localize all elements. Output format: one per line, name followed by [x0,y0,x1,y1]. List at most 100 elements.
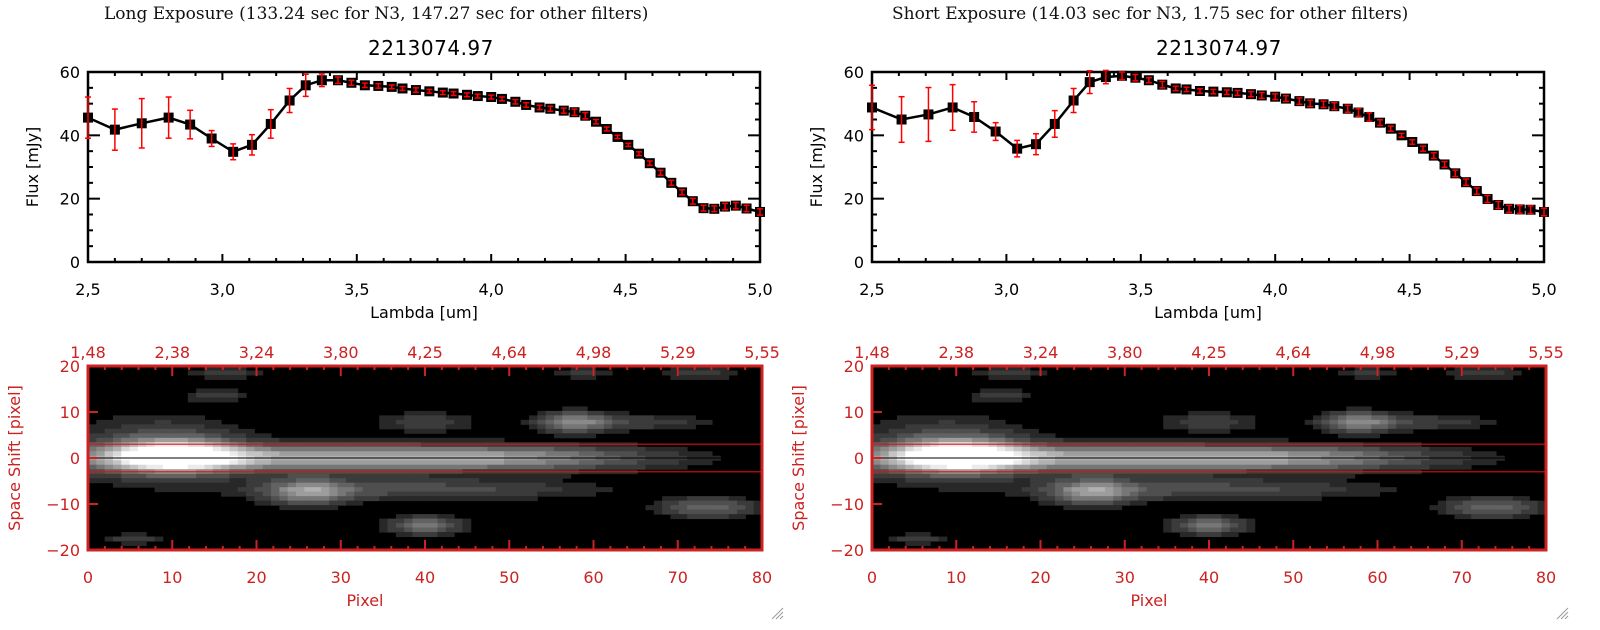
image-cell [1263,446,1272,452]
image-cell [204,433,214,439]
image-cell [1088,487,1098,493]
image-cell [980,424,989,430]
image-cell [1204,437,1214,443]
image-cell [1296,482,1306,488]
image-cell [938,446,948,452]
image-cell [412,482,422,488]
image-cell [971,487,981,493]
image-cell [578,415,588,421]
image-cell [437,527,447,533]
image-cell [171,415,181,421]
image-cell [905,482,915,488]
resize-grip-icon[interactable] [770,606,784,620]
image-cell [537,478,547,484]
image-cell [537,415,547,421]
image-cell [695,460,705,466]
image-cell [1321,424,1331,430]
image-cell [395,460,405,466]
image-cell [1179,532,1189,538]
image-cell [980,464,989,470]
image-cell [362,487,372,493]
image-cell [1146,446,1156,452]
image-cell [888,428,898,434]
image-cell [412,424,422,430]
image-cell [1154,487,1164,493]
image-cell [1321,473,1331,479]
image-cell [162,460,172,466]
image-cell [362,473,372,479]
image-cell [1454,496,1464,502]
image-cell [112,419,122,425]
image-cell [1238,424,1247,430]
image-cell [1138,500,1148,506]
image-cell [1504,366,1514,371]
image-cell [1163,419,1173,425]
image-cell [1479,514,1489,520]
image-cell [437,446,447,452]
image-cell [1263,451,1272,457]
image-cell [1512,496,1522,502]
image-cell [1213,518,1222,524]
image-cell [329,491,339,497]
image-cell [955,460,965,466]
image-cell [429,415,438,421]
image-cell [645,415,655,421]
image-cell [1329,419,1339,425]
image-cell [1179,415,1189,421]
image-cell [938,482,948,488]
image-cell [279,464,289,470]
image-cell [462,478,472,484]
image-cell [728,370,738,376]
image-cell [1213,491,1222,497]
image-cell [1487,419,1497,425]
image-cell [1446,370,1455,376]
image-cell [262,487,272,493]
image-cell [1487,451,1497,457]
image-cell [1346,428,1356,434]
image-cell [1221,482,1231,488]
image-cell [379,523,389,529]
image-cell [162,437,172,443]
image-cell [437,410,447,416]
image-cell [1429,415,1439,421]
image-cell [1263,491,1272,497]
image-cell [1088,491,1098,497]
image-cell [946,478,956,484]
image-cell [1321,478,1331,484]
image-cell [445,532,455,538]
image-cell [479,446,488,452]
image-cell [1221,446,1231,452]
y-tick-label: 60 [844,63,864,82]
image-cell [1204,473,1214,479]
image-cell [1288,464,1297,470]
image-cell [1379,451,1389,457]
image-cell [1154,437,1164,443]
image-cell [1104,478,1114,484]
image-cell [946,437,956,443]
image-cell [1379,446,1389,452]
image-cell [1238,451,1247,457]
image-cell [1271,491,1281,497]
image-cell [1171,523,1181,529]
image-cell [354,487,364,493]
image-cell [662,424,671,430]
image-cell [1204,424,1214,430]
top-tick-label: 5,29 [660,343,696,362]
image-cell [254,478,264,484]
image-cell [212,482,222,488]
image-cell [354,496,364,502]
image-cell [137,433,147,439]
image-cell [262,500,272,506]
image-cell [1421,424,1431,430]
image-cell [221,424,230,430]
image-cell [687,514,696,520]
image-cell [872,446,881,452]
resize-grip-icon[interactable] [1555,606,1569,620]
image-cell [578,482,588,488]
image-cell [354,478,364,484]
y-axis-label: Flux [mJy] [23,127,42,208]
image-cell [946,451,956,457]
image-cell [345,482,355,488]
image-cell [1046,500,1056,506]
image-cell [988,366,998,371]
